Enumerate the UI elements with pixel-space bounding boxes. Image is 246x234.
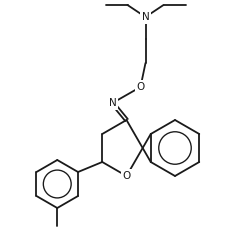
Text: O: O — [122, 171, 131, 181]
Text: N: N — [109, 98, 116, 108]
Text: N: N — [142, 12, 149, 22]
Text: O: O — [136, 82, 145, 92]
